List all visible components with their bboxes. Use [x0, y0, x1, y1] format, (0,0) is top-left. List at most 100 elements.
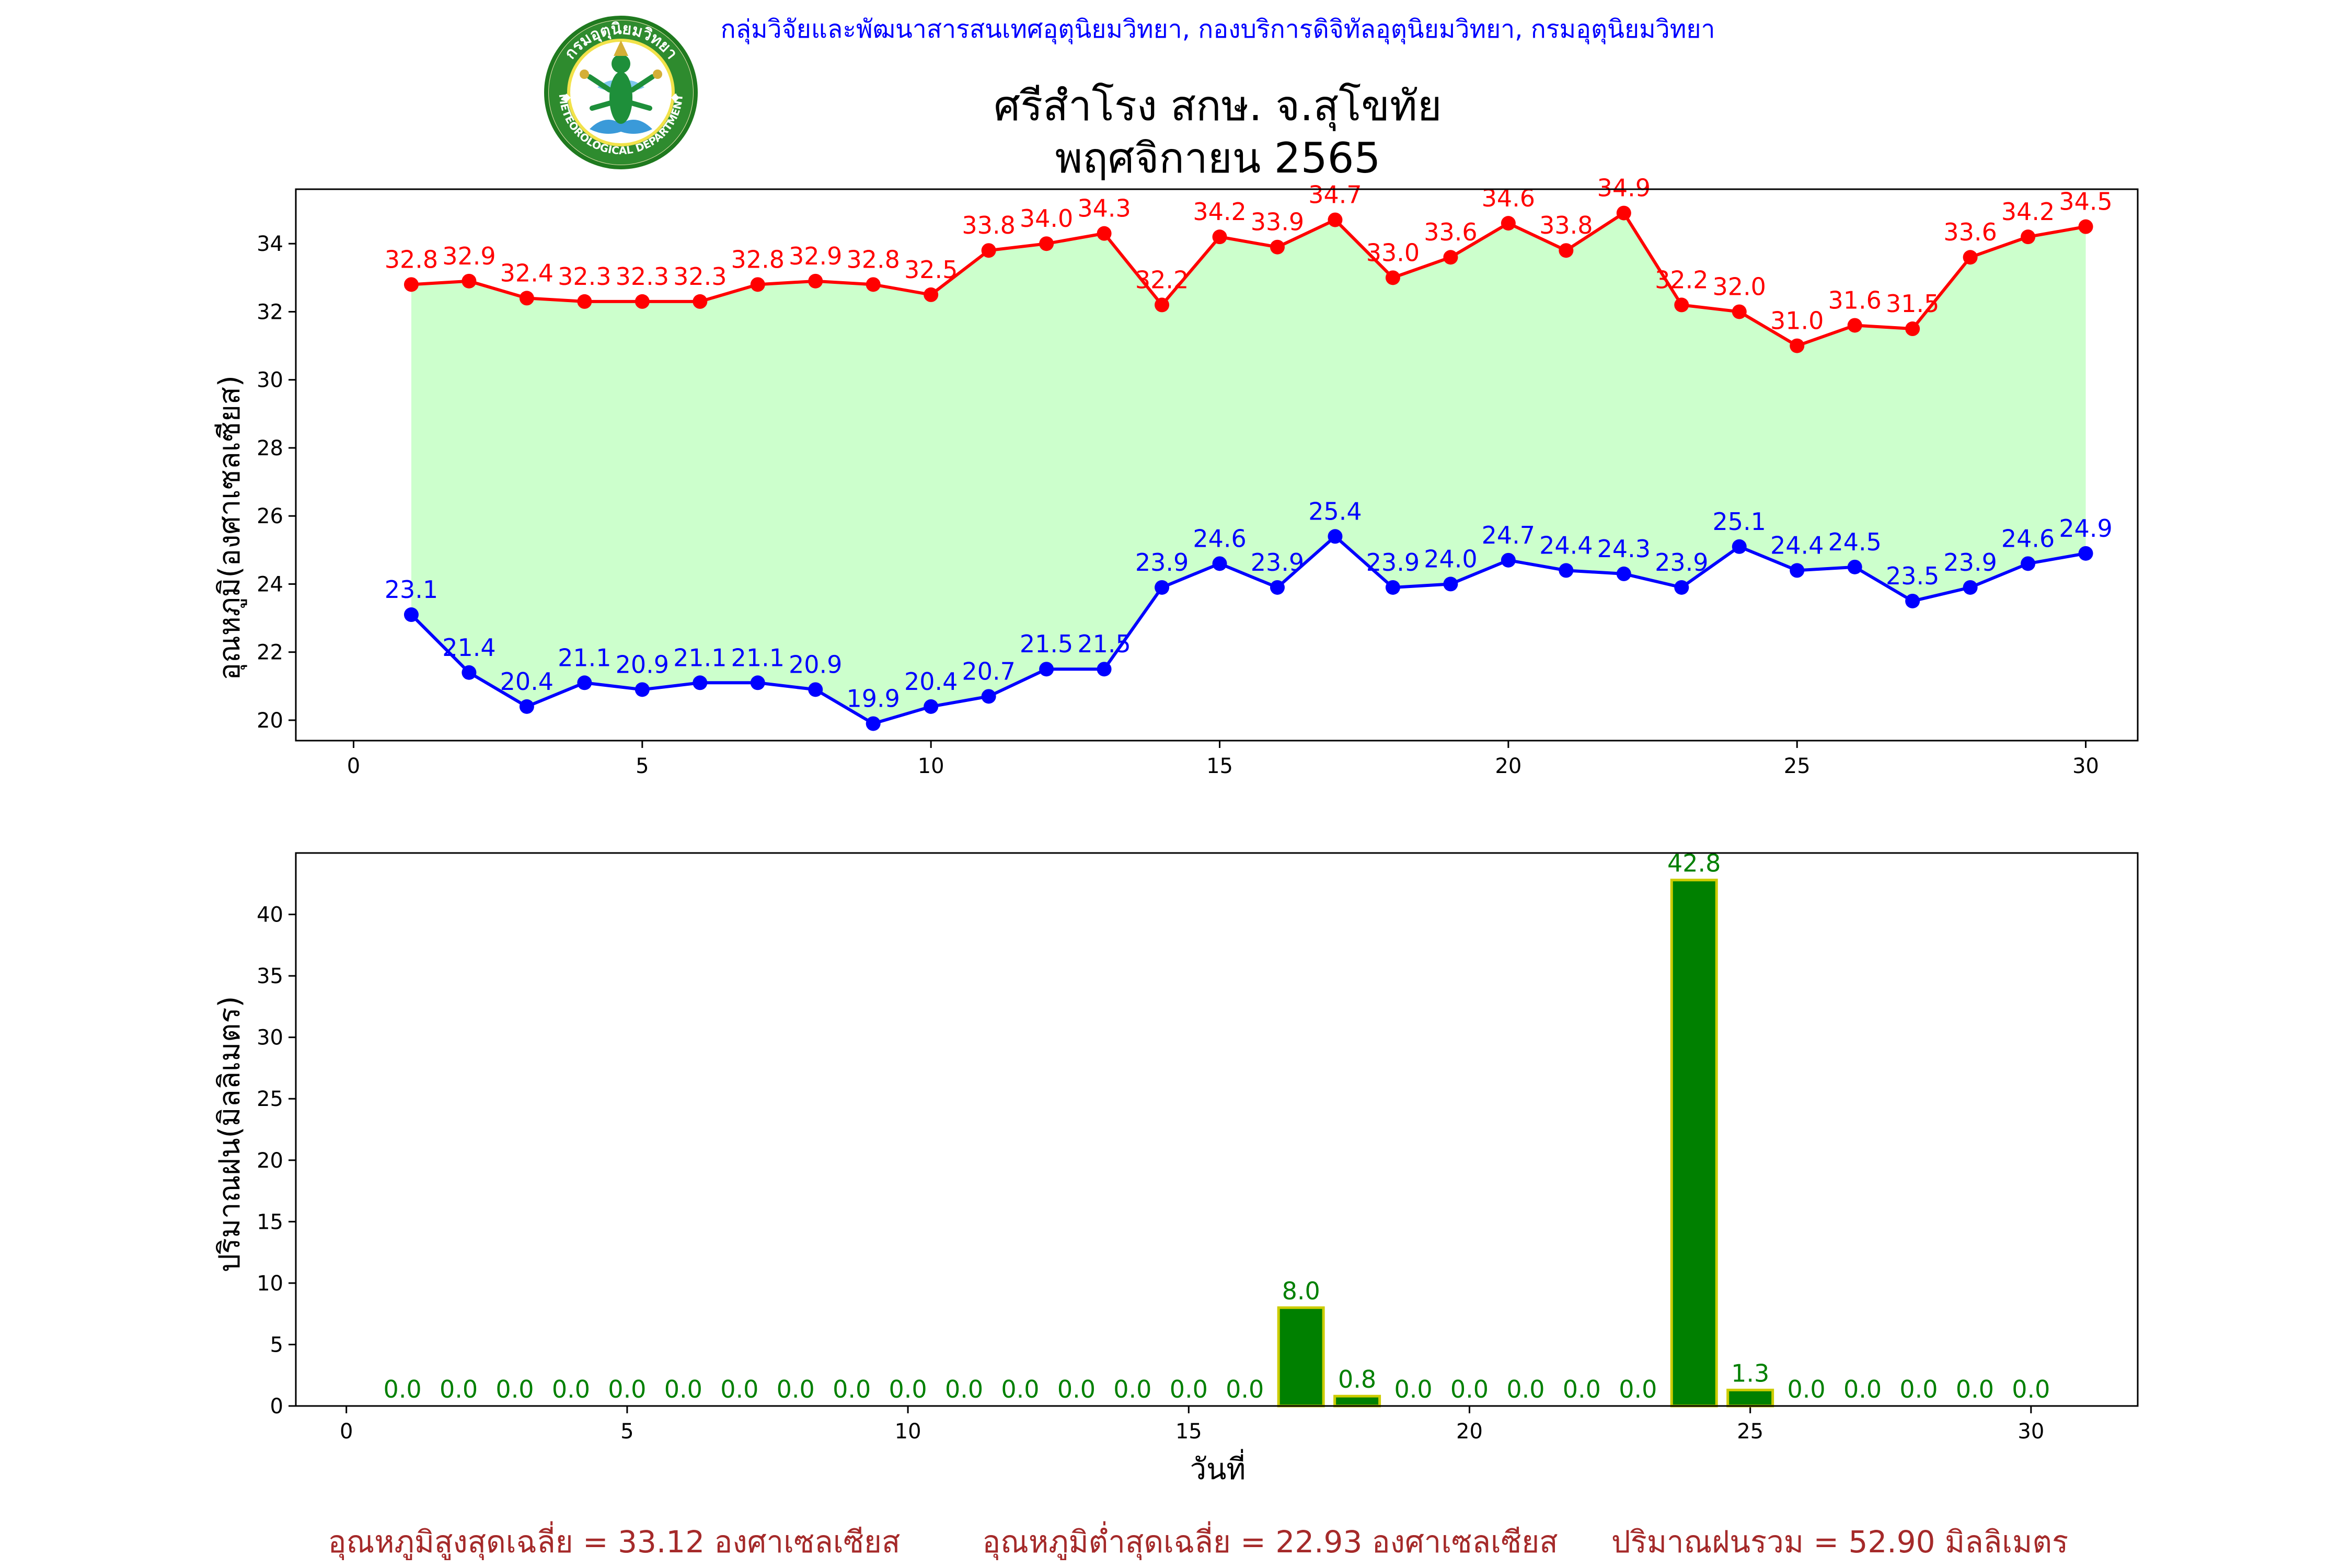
min-temperature-point — [1212, 556, 1227, 571]
rainfall-bar-label: 0.0 — [495, 1375, 534, 1403]
max-temperature-point — [1443, 250, 1458, 265]
max-temperature-label: 34.3 — [1077, 194, 1131, 223]
max-temperature-label: 33.6 — [1424, 218, 1477, 246]
rainfall-bar-label: 8.0 — [1282, 1277, 1320, 1305]
max-temperature-label: 32.8 — [846, 245, 900, 273]
total-rainfall: ปริมาณฝนรวม = 52.90 มิลลิเมตร — [1611, 1524, 2068, 1560]
min-temperature-label: 23.9 — [1135, 548, 1189, 577]
max-temperature-label: 32.4 — [500, 259, 554, 287]
min-temperature-label: 23.9 — [1655, 548, 1708, 577]
temperature-plot-frame — [295, 188, 2139, 742]
max-temperature-point — [1039, 236, 1054, 251]
min-temperature-point — [1616, 566, 1631, 581]
max-temperature-point — [403, 277, 419, 292]
max-temperature-label: 34.0 — [1020, 204, 1073, 233]
max-temperature-point — [1328, 212, 1343, 227]
rainfall-y-tick-label: 35 — [257, 964, 283, 988]
max-temperature-label: 32.0 — [1713, 272, 1766, 301]
avg-min-temperature: อุณหภูมิต่ำสุดเฉลี่ย = 22.93 องศาเซลเซีย… — [982, 1521, 1558, 1561]
min-temperature-label: 21.1 — [731, 643, 785, 672]
max-temperature-point — [2021, 229, 2036, 245]
rainfall-bar-label: 0.0 — [1788, 1375, 1826, 1403]
max-temperature-label: 32.2 — [1655, 266, 1708, 294]
max-temperature-label: 34.5 — [2059, 188, 2112, 216]
max-temperature-point — [1097, 226, 1112, 241]
min-temperature-label: 20.9 — [616, 650, 669, 678]
min-temperature-point — [1155, 580, 1170, 595]
rainfall-bar-label: 0.0 — [1170, 1375, 1208, 1403]
max-temperature-point — [1732, 304, 1747, 319]
min-temperature-point — [1905, 593, 1920, 608]
tmd-logo-icon: กรมอุตุนิยมวิทยา METEOROLOGICAL DEPARTME… — [544, 16, 698, 169]
max-temperature-point — [462, 273, 477, 289]
max-temperature-point — [1790, 338, 1805, 353]
temperature-x-tick-label: 0 — [347, 754, 360, 778]
min-temperature-point — [577, 675, 592, 690]
rainfall-bar-label: 0.0 — [1956, 1375, 1994, 1403]
rainfall-bar-label: 1.3 — [1731, 1359, 1769, 1387]
max-temperature-label: 32.5 — [904, 256, 958, 284]
rainfall-bar-label: 0.0 — [1001, 1375, 1039, 1403]
min-temperature-label: 21.1 — [558, 643, 611, 672]
max-temperature-point — [981, 243, 996, 258]
min-temperature-label: 24.7 — [1482, 521, 1535, 549]
rainfall-bar-label: 0.0 — [1394, 1375, 1432, 1403]
rainfall-bar — [1333, 1394, 1381, 1408]
temperature-y-axis-label: อุณหภูมิ(องศาเซลเซียส) — [213, 375, 247, 681]
min-temperature-label: 24.4 — [1770, 531, 1824, 559]
temperature-y-tick-label: 20 — [257, 709, 283, 733]
rainfall-x-tick-label: 15 — [1175, 1420, 1202, 1444]
rainfall-bar-label: 0.0 — [608, 1375, 646, 1403]
rainfall-bar — [1670, 879, 1718, 1408]
rainfall-bar-label: 0.8 — [1338, 1365, 1376, 1393]
max-temperature-point — [750, 277, 765, 292]
min-temperature-label: 24.4 — [1539, 531, 1593, 559]
max-temperature-label: 32.3 — [616, 262, 669, 291]
max-temperature-label: 33.0 — [1366, 238, 1420, 267]
max-temperature-label: 33.6 — [1943, 218, 1997, 246]
rainfall-y-tick-label: 10 — [257, 1272, 283, 1296]
min-temperature-point — [1674, 580, 1689, 595]
min-temperature-label: 24.5 — [1828, 528, 1881, 556]
rainfall-x-tick-label: 20 — [1456, 1420, 1483, 1444]
min-temperature-point — [924, 699, 939, 714]
rainfall-x-axis-label: วันที่ — [1190, 1449, 1246, 1486]
temperature-x-tick-label: 30 — [2072, 754, 2099, 778]
min-temperature-label: 24.9 — [2059, 514, 2112, 543]
min-temperature-point — [2078, 546, 2093, 561]
temperature-x-tick-label: 5 — [636, 754, 649, 778]
temperature-y-tick-label: 34 — [257, 232, 283, 256]
min-temperature-label: 24.3 — [1597, 535, 1651, 563]
min-temperature-point — [1270, 580, 1285, 595]
min-temperature-label: 23.5 — [1886, 562, 1939, 590]
rainfall-x-tick-label: 25 — [1737, 1420, 1763, 1444]
rainfall-chart: 0 5 10 15 20 25 30 0 5 10 15 20 25 30 35 40 0.0 0.0 0.0 0.0… — [257, 849, 2139, 1444]
rainfall-y-axis-label: ปริมาณฝน(มิลลิเมตร) — [213, 996, 247, 1273]
max-temperature-point — [924, 287, 939, 302]
max-temperature-point — [635, 294, 650, 309]
rainfall-bar-label: 0.0 — [720, 1375, 758, 1403]
min-temperature-point — [403, 607, 419, 622]
max-temperature-label: 31.0 — [1770, 307, 1824, 335]
rainfall-bar-label: 0.0 — [889, 1375, 927, 1403]
min-temperature-point — [2021, 556, 2036, 571]
max-temperature-point — [1155, 297, 1170, 313]
rainfall-bar-label: 42.8 — [1667, 849, 1721, 878]
max-temperature-label: 34.7 — [1308, 181, 1362, 209]
min-temperature-label: 20.4 — [500, 667, 554, 696]
min-temperature-label: 23.9 — [1251, 548, 1304, 577]
min-temperature-point — [1847, 559, 1862, 574]
rainfall-y-tick-label: 30 — [257, 1026, 283, 1050]
min-temperature-point — [1097, 662, 1112, 677]
min-temperature-label: 20.7 — [962, 657, 1015, 685]
rainfall-x-tick-label: 30 — [2017, 1420, 2044, 1444]
min-temperature-point — [808, 682, 823, 697]
min-temperature-label: 21.5 — [1077, 630, 1131, 658]
max-temperature-point — [693, 294, 708, 309]
rainfall-bar-label: 0.0 — [1619, 1375, 1657, 1403]
min-temperature-point — [1501, 552, 1516, 568]
rainfall-bar-label: 0.0 — [1843, 1375, 1882, 1403]
max-temperature-label: 34.2 — [2001, 198, 2055, 226]
max-temperature-label: 31.5 — [1886, 290, 1939, 318]
